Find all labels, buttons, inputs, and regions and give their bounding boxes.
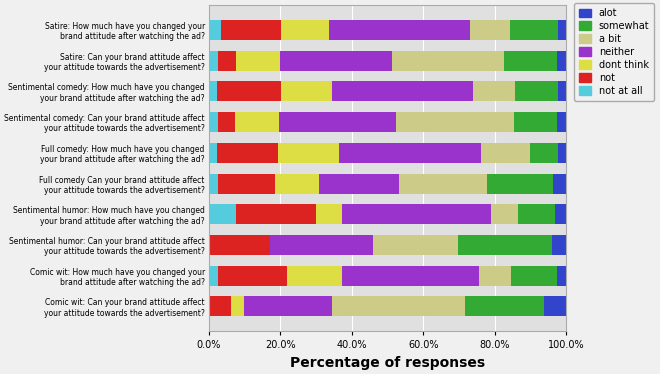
Bar (209, 50, 218, 71)
Bar (315, 204, 342, 224)
Bar (396, 112, 513, 132)
Bar (209, 143, 217, 163)
Bar (209, 112, 218, 132)
Bar (515, 82, 558, 101)
Bar (392, 50, 504, 71)
Bar (529, 143, 558, 163)
Bar (492, 204, 518, 224)
Bar (473, 82, 515, 101)
Bar (558, 143, 566, 163)
Bar (553, 174, 566, 193)
Bar (504, 50, 557, 71)
Bar (218, 50, 236, 71)
Bar (458, 235, 552, 255)
Bar (236, 50, 280, 71)
Bar (209, 204, 236, 224)
Bar (217, 143, 278, 163)
Bar (557, 266, 566, 286)
Bar (218, 112, 235, 132)
Bar (209, 174, 218, 193)
Legend: alot, somewhat, a bit, neither, dont think, not, not at all: alot, somewhat, a bit, neither, dont thi… (574, 3, 654, 101)
Bar (281, 82, 332, 101)
Bar (557, 112, 566, 132)
Bar (342, 204, 492, 224)
Bar (270, 235, 374, 255)
Bar (339, 143, 481, 163)
Bar (281, 20, 329, 40)
Bar (518, 204, 556, 224)
Bar (333, 297, 465, 316)
Bar (280, 50, 392, 71)
Bar (209, 297, 231, 316)
Bar (510, 20, 558, 40)
Bar (342, 266, 479, 286)
Bar (558, 82, 566, 101)
Bar (275, 174, 319, 193)
Bar (465, 297, 544, 316)
Bar (557, 50, 566, 71)
Bar (209, 20, 221, 40)
Bar (209, 266, 218, 286)
Bar (287, 266, 342, 286)
Bar (244, 297, 333, 316)
Bar (558, 20, 566, 40)
Bar (218, 266, 287, 286)
Bar (470, 20, 510, 40)
Bar (544, 297, 566, 316)
Bar (236, 204, 315, 224)
Bar (329, 20, 470, 40)
Bar (221, 20, 281, 40)
Bar (513, 112, 557, 132)
Bar (374, 235, 458, 255)
Bar (511, 266, 557, 286)
Bar (556, 204, 566, 224)
Bar (399, 174, 486, 193)
Bar (319, 174, 399, 193)
Bar (209, 82, 217, 101)
Bar (218, 174, 275, 193)
X-axis label: Percentage of responses: Percentage of responses (290, 356, 485, 370)
Bar (217, 82, 281, 101)
Bar (486, 174, 553, 193)
Bar (231, 297, 244, 316)
Bar (279, 112, 396, 132)
Bar (479, 266, 511, 286)
Bar (235, 112, 279, 132)
Bar (278, 143, 339, 163)
Bar (481, 143, 529, 163)
Bar (209, 235, 270, 255)
Bar (332, 82, 473, 101)
Bar (552, 235, 566, 255)
